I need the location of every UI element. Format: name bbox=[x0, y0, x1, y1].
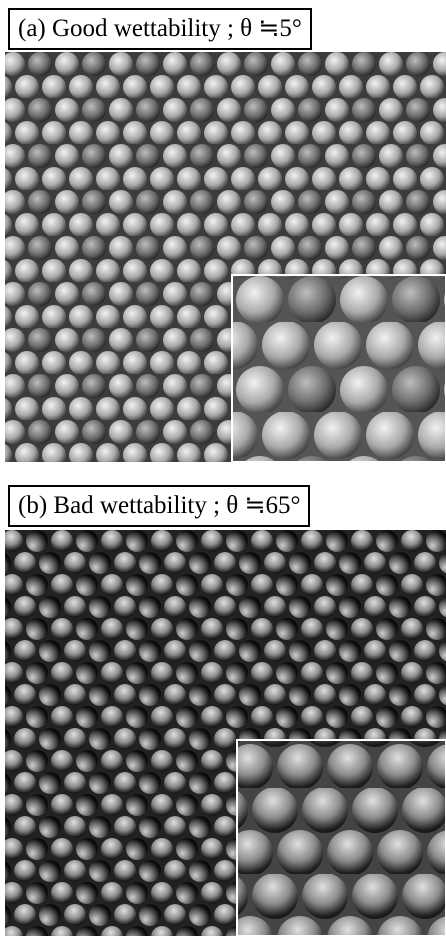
panel-label: (b) Bad wettability ; θ ≒65° bbox=[8, 485, 310, 527]
photo-good-wettability bbox=[0, 52, 446, 462]
panel-label: (a) Good wettability ; θ ≒5° bbox=[8, 8, 312, 50]
page: (a) Good wettability ; θ ≒5° (b) Bad wet… bbox=[0, 0, 446, 936]
photo-bad-wettability bbox=[0, 530, 446, 936]
